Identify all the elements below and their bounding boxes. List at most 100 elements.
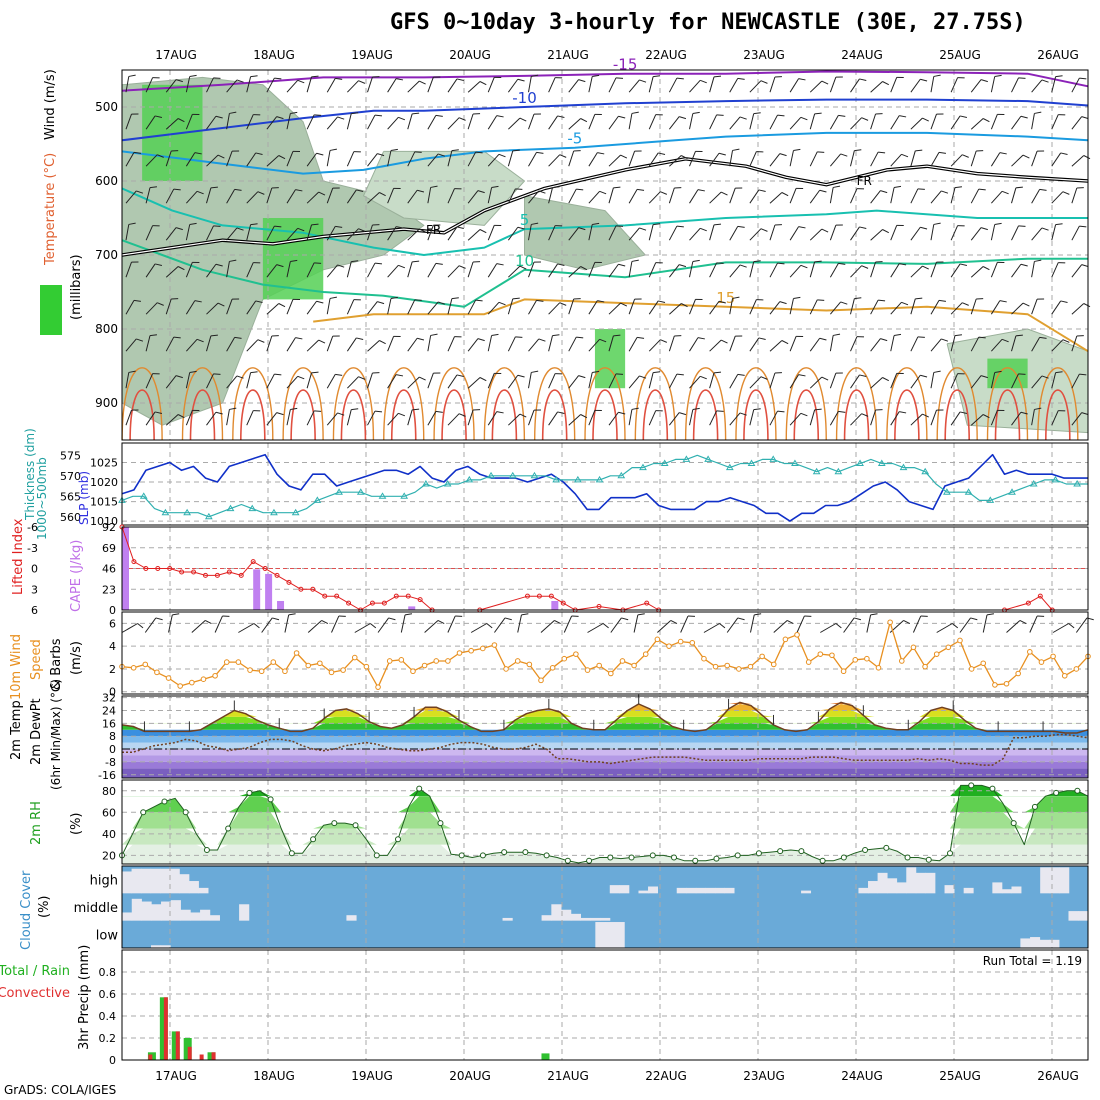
upper-wind-barb bbox=[185, 76, 191, 93]
surface-wind-barb bbox=[238, 623, 255, 633]
upper-wind-barb-flag bbox=[314, 262, 322, 264]
rh2m-marker bbox=[437, 820, 444, 827]
upper-wind-barb bbox=[769, 114, 778, 130]
upper-wind-barb-flag bbox=[922, 117, 929, 122]
wind10-marker bbox=[363, 663, 370, 670]
upper-wind-barb-flag bbox=[276, 412, 284, 416]
upper-wind-barb-flag bbox=[920, 226, 928, 230]
upper-wind-barb-flag bbox=[737, 77, 745, 80]
rh2m-marker bbox=[288, 850, 295, 857]
cloud-middle-bar bbox=[239, 904, 250, 921]
upper-wind-barb bbox=[467, 151, 477, 167]
upper-wind-barb bbox=[910, 336, 919, 352]
upper-wind-barb bbox=[125, 113, 132, 130]
upper-wind-barb bbox=[226, 113, 230, 130]
upper-wind-barb bbox=[809, 261, 816, 278]
upper-wind-barb bbox=[346, 151, 355, 167]
surface-wind-barb-flag bbox=[670, 620, 678, 625]
upper-wind-barb bbox=[870, 338, 881, 352]
upper-wind-barb-flag bbox=[1083, 303, 1091, 308]
surface-wind-barb-flag bbox=[719, 623, 726, 629]
rh-shade-area bbox=[524, 195, 646, 271]
warm-contour-loop bbox=[592, 389, 618, 441]
upper-wind-barb-flag bbox=[982, 118, 990, 123]
upper-wind-barb-flag bbox=[833, 333, 841, 336]
upper-wind-barb bbox=[165, 79, 177, 93]
lifted-index-marker bbox=[238, 572, 244, 578]
thickness-tick-label: 575 bbox=[60, 449, 81, 462]
cloud-low-bar bbox=[1039, 939, 1050, 948]
temperature-contour-line bbox=[121, 239, 1088, 308]
upper-wind-barb-flag bbox=[882, 229, 889, 234]
warm-contour-loop bbox=[282, 367, 324, 441]
upper-wind-barb bbox=[326, 412, 338, 426]
rh2m-marker bbox=[182, 809, 189, 816]
upper-wind-barb-flag bbox=[430, 185, 438, 188]
upper-wind-barb-flag bbox=[597, 152, 605, 155]
upper-wind-barb bbox=[1071, 303, 1085, 315]
upper-wind-barb-flag bbox=[314, 114, 322, 116]
surface-wind-barb-flag bbox=[854, 617, 862, 621]
cloud-high-bar bbox=[868, 881, 878, 894]
warm-contour-loop bbox=[894, 389, 920, 441]
upper-wind-barb bbox=[306, 372, 313, 389]
upper-wind-barb bbox=[1031, 150, 1038, 167]
upper-wind-barb-flag bbox=[679, 116, 687, 120]
upper-wind-barb bbox=[709, 262, 718, 278]
upper-wind-barb-flag bbox=[917, 188, 925, 190]
upper-wind-barb bbox=[991, 338, 1003, 352]
surface-wind-barb bbox=[354, 623, 371, 633]
upper-wind-barb bbox=[648, 339, 661, 352]
upper-wind-barb-flag bbox=[681, 303, 688, 308]
upper-wind-barb-flag bbox=[901, 301, 909, 306]
upper-wind-barb bbox=[648, 191, 661, 204]
upper-wind-barb-flag bbox=[475, 299, 483, 302]
wind10-marker bbox=[805, 659, 812, 665]
upper-wind-barb bbox=[1051, 300, 1062, 315]
rh2m-marker bbox=[395, 836, 401, 843]
thickness-marker bbox=[139, 492, 148, 499]
upper-wind-barb bbox=[608, 411, 619, 426]
upper-wind-barb bbox=[749, 189, 760, 204]
upper-wind-barb-flag bbox=[814, 408, 822, 411]
upper-wind-barb bbox=[1011, 225, 1019, 241]
upper-wind-barb-flag bbox=[519, 265, 527, 270]
temperature-band-area bbox=[122, 723, 1088, 730]
upper-wind-barb-flag bbox=[335, 225, 343, 228]
upper-wind-barb-flag bbox=[311, 223, 319, 226]
upper-wind-barb-flag bbox=[133, 299, 141, 302]
upper-wind-barb bbox=[145, 263, 156, 278]
li-tick-label: 0 bbox=[31, 563, 38, 576]
upper-wind-barb-flag bbox=[753, 112, 761, 115]
upper-wind-barb-flag bbox=[700, 227, 707, 232]
upper-wind-barb bbox=[286, 189, 296, 204]
upper-wind-barb-flag bbox=[358, 80, 366, 84]
temp2m-tick-label: -8 bbox=[105, 756, 116, 769]
upper-wind-barb-flag bbox=[639, 79, 647, 83]
rh-band-area bbox=[122, 844, 1088, 864]
upper-wind-barb-flag bbox=[316, 152, 324, 156]
upper-wind-barb-flag bbox=[739, 264, 747, 268]
cloud-high-bar bbox=[188, 881, 199, 894]
upper-wind-barb-flag bbox=[189, 370, 197, 374]
wind10-marker bbox=[945, 644, 952, 651]
date-label-top: 21AUG bbox=[547, 48, 589, 62]
upper-wind-barb bbox=[528, 338, 540, 352]
cloud-high-bar bbox=[925, 872, 936, 894]
upper-wind-barb-flag bbox=[559, 154, 567, 158]
ylabel-10m-wind: 10m Wind bbox=[9, 634, 24, 700]
upper-wind-barb bbox=[970, 266, 984, 278]
upper-wind-barb bbox=[507, 150, 514, 167]
upper-wind-barb-flag bbox=[396, 374, 404, 377]
upper-wind-barb-flag bbox=[435, 410, 443, 413]
cloud-high-bar bbox=[705, 887, 716, 894]
upper-wind-barb bbox=[769, 76, 776, 93]
upper-wind-barb bbox=[850, 265, 862, 278]
upper-wind-barb-flag bbox=[329, 148, 337, 151]
warm-contour-loop bbox=[240, 389, 266, 441]
upper-wind-barb-flag bbox=[615, 77, 624, 79]
upper-wind-barb bbox=[568, 375, 579, 389]
upper-wind-barb-flag bbox=[496, 115, 504, 118]
upper-wind-barb bbox=[689, 409, 694, 426]
upper-wind-barb bbox=[367, 372, 373, 389]
